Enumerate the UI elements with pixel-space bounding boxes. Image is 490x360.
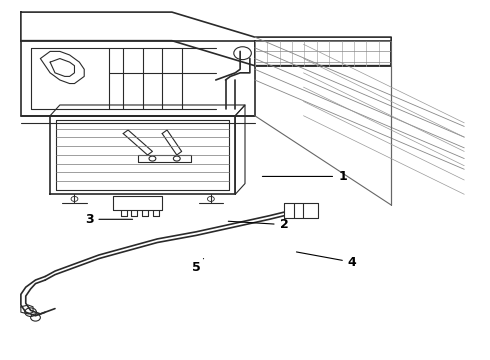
Text: 2: 2 (228, 218, 288, 231)
Text: 3: 3 (85, 213, 133, 226)
Text: 5: 5 (192, 258, 203, 274)
Text: 4: 4 (296, 252, 357, 269)
Text: 1: 1 (263, 170, 347, 183)
